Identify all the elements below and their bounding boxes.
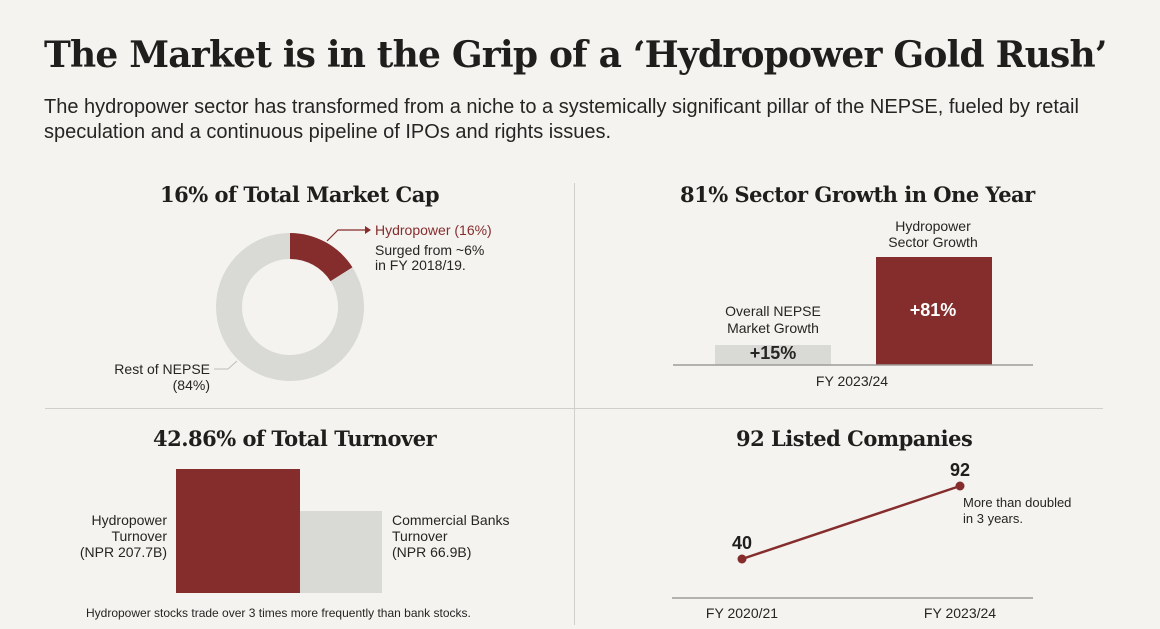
start-value-label: 40 — [731, 533, 753, 553]
hydropower-note-line2: in FY 2018/19. — [375, 257, 466, 273]
page-subtitle: The hydropower sector has transformed fr… — [44, 96, 1079, 143]
hydro-turnover-label-line3: (NPR 207.7B) — [79, 544, 167, 560]
page-title: The Market is in the Grip of a ‘Hydropow… — [44, 34, 1107, 76]
vertical-divider — [574, 183, 575, 625]
hydro-growth-label-line2: Sector Growth — [888, 234, 978, 250]
market-cap-title: 16% of Total Market Cap — [160, 182, 440, 207]
horizontal-divider — [45, 408, 1103, 409]
hydropower-note-line1: Surged from ~6% — [375, 242, 485, 258]
hydro-turnover-box — [176, 469, 300, 593]
leader-arrow-icon — [365, 226, 371, 234]
x-tick-label-end: FY 2023/24 — [923, 605, 997, 621]
growth-bar-0 — [715, 345, 831, 365]
hydro-turnover-label-line1: Hydropower — [91, 512, 167, 528]
rest-slice-label-line1: Rest of NEPSE — [114, 361, 210, 377]
nepse-growth-value: +15% — [749, 343, 797, 363]
donut-slice-rest-of-nepse — [216, 233, 364, 381]
sector-growth-title: 81% Sector Growth in One Year — [680, 182, 1035, 207]
listed-companies-title: 92 Listed Companies — [736, 426, 973, 451]
data-point-1 — [955, 481, 965, 491]
hydro-turnover-label-line2: Turnover — [111, 528, 167, 544]
end-value-label: 92 — [949, 460, 971, 480]
companies-series-line — [741, 484, 961, 561]
x-tick-label-start: FY 2020/21 — [705, 605, 779, 621]
rest-leader-line-tail — [227, 360, 238, 370]
hydro-growth-value: +81% — [909, 300, 957, 320]
donut-slice-hydropower — [290, 233, 353, 282]
turnover-footnote: Hydropower stocks trade over 3 times mor… — [86, 606, 471, 620]
bank-turnover-box — [300, 511, 382, 593]
turnover-title: 42.86% of Total Turnover — [153, 426, 437, 451]
bank-turnover-label-line2: Turnover — [392, 528, 448, 544]
bank-turnover-label-line3: (NPR 66.9B) — [392, 544, 472, 560]
hydropower-slice-label: Hydropower (16%) — [375, 222, 492, 238]
rest-slice-label-line2: (84%) — [172, 377, 210, 393]
hydropower-leader-line — [326, 229, 366, 242]
nepse-growth-label-line2: Market Growth — [727, 320, 819, 336]
data-point-0 — [737, 554, 747, 564]
nepse-growth-label-line1: Overall NEPSE — [725, 303, 821, 319]
line-annotation-line1: More than doubled — [963, 495, 1072, 510]
bank-turnover-label-line1: Commercial Banks — [392, 512, 510, 528]
hydro-growth-label-line1: Hydropower — [895, 218, 971, 234]
growth-bar-1 — [876, 257, 992, 365]
line-annotation-line2: in 3 years. — [963, 511, 1023, 526]
sector-growth-x-label: FY 2023/24 — [815, 373, 889, 389]
